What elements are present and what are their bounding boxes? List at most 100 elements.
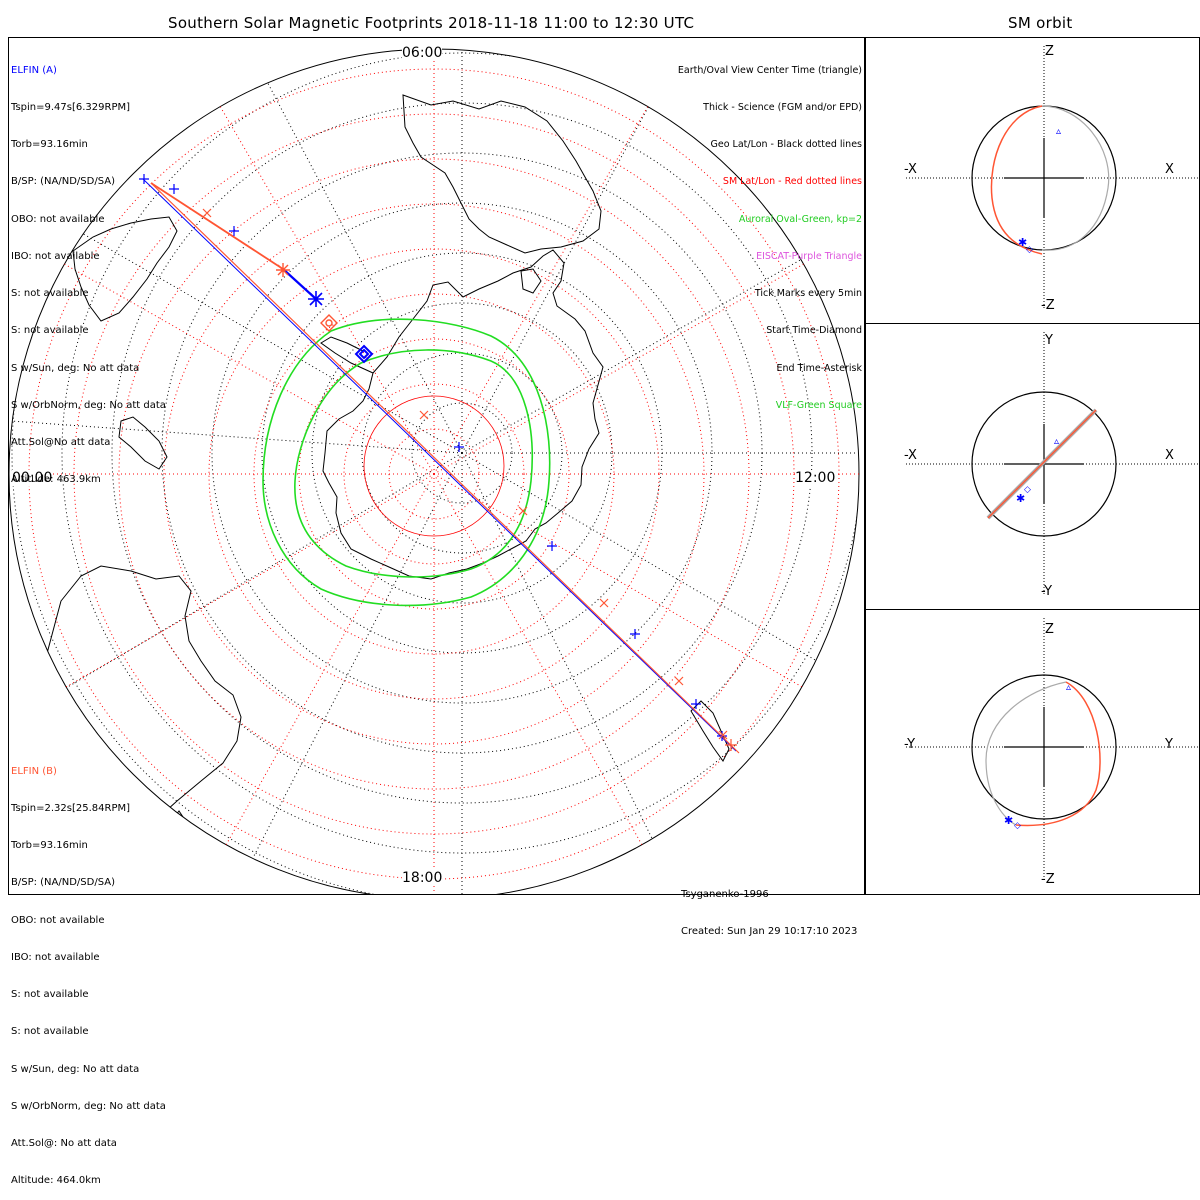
elfin-b-line: S: not available	[11, 989, 89, 1001]
geo-longitude-grid	[10, 49, 859, 894]
elfin-b-line: Altitude: 464.0km	[11, 1175, 101, 1187]
footprint-map-frame: 06:00 00:00 12:00 18:00	[8, 37, 865, 895]
elfin-a-line: S w/OrbNorm, deg: No att data	[11, 399, 166, 411]
svg-text:◇: ◇	[1026, 245, 1033, 255]
elfin-a-line: Torb=93.16min	[11, 139, 88, 151]
orbit-panel-xy: ▵ ✱ ◇ Y -Y -X X	[865, 323, 1200, 610]
orbit-plot-xy: ▵ ✱ ◇	[906, 332, 1200, 594]
model-name: Tsyganenko-1996	[681, 888, 769, 900]
elfin-b-line: B/SP: (NA/ND/SD/SA)	[11, 877, 115, 889]
track-ticks-b	[202, 208, 728, 740]
antarctica-coast	[322, 249, 604, 580]
plot-title: Southern Solar Magnetic Footprints 2018-…	[168, 14, 695, 32]
elfin-a-line: S: not available	[11, 325, 89, 337]
elfin-a-line: Tspin=9.47s[6.329RPM]	[11, 102, 131, 114]
created-timestamp: Created: Sun Jan 29 10:17:10 2023	[681, 926, 858, 938]
legend-item: Earth/Oval View Center Time (triangle)	[677, 64, 862, 76]
elfin-b-name: ELFIN (B)	[11, 765, 57, 777]
credits: Tsyganenko-1996 Created: Sun Jan 29 10:1…	[681, 864, 857, 951]
legend-item: Tick Marks every 5min	[754, 288, 862, 300]
falklands-coast	[118, 416, 168, 470]
legend-item: VLF-Green Square	[775, 399, 862, 411]
svg-text:✱: ✱	[1004, 814, 1013, 827]
axis-label-left: -X	[904, 162, 917, 177]
elfin-b-line: Tspin=2.32s[25.84RPM]	[11, 803, 131, 815]
legend-item: Start Time-Diamond	[766, 325, 862, 337]
axis-label-bottom: -Z	[1041, 298, 1055, 313]
auroral-oval-inner	[294, 349, 534, 578]
track-ticks-a	[139, 174, 727, 741]
axis-label-left: -Y	[904, 737, 916, 752]
legend-item: Geo Lat/Lon - Black dotted lines	[710, 139, 862, 151]
australia-coast	[402, 94, 602, 254]
legend-item: Auroral Oval-Green, kp=2	[738, 213, 862, 225]
axis-label-left: -X	[904, 448, 917, 463]
elfin-a-track	[142, 178, 737, 752]
axis-label-right: X	[1165, 162, 1174, 177]
elfin-b-science-segment	[150, 182, 284, 270]
new-zealand-coast	[690, 700, 730, 762]
svg-text:▵: ▵	[1056, 126, 1061, 137]
legend-item: SM Lat/Lon - Red dotted lines	[722, 176, 862, 188]
elfin-a-line: Att.Sol@No att data	[11, 437, 111, 448]
elfin-b-line: IBO: not available	[11, 951, 100, 963]
start-time-diamond-a	[354, 344, 374, 364]
elfin-a-line: B/SP: (NA/ND/SD/SA)	[11, 176, 115, 188]
axis-label-top: Z	[1045, 622, 1054, 637]
time-label-0000: 00:00	[12, 470, 53, 486]
time-label-0600: 06:00	[402, 45, 443, 61]
elfin-b-track	[150, 182, 740, 754]
sm-longitude-grid	[11, 49, 859, 894]
legend: Earth/Oval View Center Time (triangle) T…	[678, 40, 862, 425]
axis-label-top: Y	[1045, 333, 1053, 348]
elfin-b-line: S: not available	[11, 1026, 89, 1038]
orbit-plot-xz: ▵ ✱ ◇	[906, 46, 1200, 308]
axis-label-bottom: -Y	[1041, 584, 1053, 599]
svg-text:▵: ▵	[1054, 436, 1059, 447]
legend-item: Thick - Science (FGM and/or EPD)	[703, 102, 862, 114]
legend-item: End Time-Asterisk	[776, 362, 862, 374]
auroral-oval-outer	[262, 318, 551, 607]
svg-text:◇: ◇	[1024, 485, 1031, 495]
elfin-a-line: IBO: not available	[11, 250, 100, 262]
orbit-panel-yz: ▵ ✱ ◇ Z -Z -Y Y	[865, 609, 1200, 895]
orbit-panel-title: SM orbit	[1008, 14, 1073, 32]
elfin-a-line: Altitude: 463.9km	[11, 474, 101, 486]
auroral-oval	[262, 318, 551, 607]
elfin-a-line: S: not available	[11, 288, 89, 300]
end-time-asterisk-b2	[725, 739, 737, 751]
axis-label-top: Z	[1045, 44, 1054, 59]
footprint-map	[9, 48, 860, 894]
tasmania-coast	[520, 268, 542, 294]
sm-solid-circle	[363, 395, 505, 537]
elfin-b-info: ELFIN (B) Tspin=2.32s[25.84RPM] Torb=93.…	[11, 741, 166, 1200]
satellite-tracks	[142, 178, 740, 754]
elfin-b-line: OBO: not available	[11, 914, 105, 926]
elfin-b-line: Att.Sol@: No att data	[11, 1138, 117, 1149]
elfin-a-line: S w/Sun, deg: No att data	[11, 362, 140, 374]
start-time-diamond-b	[320, 314, 338, 332]
axis-label-bottom: -Z	[1041, 872, 1055, 887]
svg-text:◇: ◇	[1014, 821, 1021, 831]
elfin-a-name: ELFIN (A)	[11, 64, 57, 76]
time-label-1800: 18:00	[402, 870, 443, 886]
svg-text:✱: ✱	[1018, 236, 1027, 249]
elfin-a-info: ELFIN (A) Tspin=9.47s[6.329RPM] Torb=93.…	[11, 40, 166, 499]
axis-label-right: X	[1165, 448, 1174, 463]
svg-text:▵: ▵	[1066, 682, 1071, 693]
svg-text:✱: ✱	[1016, 492, 1025, 505]
orbit-plot-yz: ▵ ✱ ◇	[906, 618, 1200, 880]
axis-label-right: Y	[1165, 737, 1173, 752]
end-time-asterisk-a	[308, 291, 324, 307]
elfin-b-line: S w/Sun, deg: No att data	[11, 1063, 140, 1075]
end-time-asterisk-b	[276, 263, 290, 277]
elfin-a-line: OBO: not available	[11, 213, 105, 225]
elfin-b-line: S w/OrbNorm, deg: No att data	[11, 1100, 166, 1112]
orbit-panel-xz: ▵ ✱ ◇ Z -Z -X X	[865, 37, 1200, 324]
south-america-coast	[72, 216, 178, 322]
legend-item: EISCAT-Purple Triangle	[756, 250, 862, 262]
antarctic-peninsula-coast	[320, 336, 374, 374]
time-label-1200: 12:00	[795, 470, 836, 486]
madagascar-coast	[168, 810, 188, 852]
elfin-b-line: Torb=93.16min	[11, 840, 88, 852]
